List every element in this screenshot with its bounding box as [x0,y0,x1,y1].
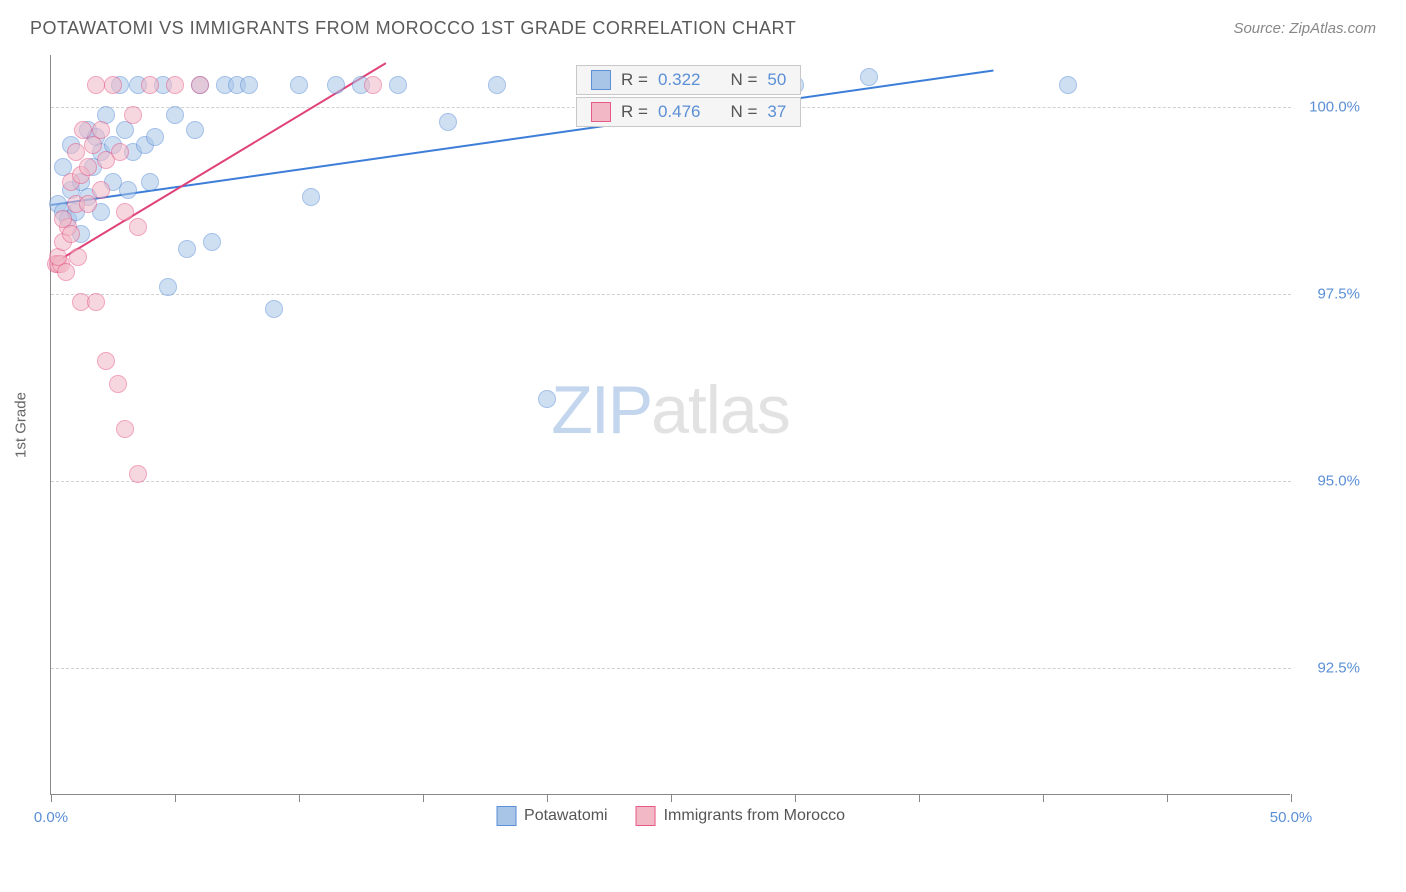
legend-swatch [636,806,656,826]
x-tick [1167,794,1168,802]
data-point [124,106,142,124]
x-tick [175,794,176,802]
data-point [109,375,127,393]
data-point [129,218,147,236]
y-tick-label: 97.5% [1317,286,1360,303]
data-point [141,76,159,94]
data-point [327,76,345,94]
n-value: 50 [767,70,786,90]
data-point [79,195,97,213]
r-value: 0.476 [658,102,701,122]
data-point [203,233,221,251]
data-point [79,158,97,176]
y-tick-label: 92.5% [1317,659,1360,676]
data-point [62,225,80,243]
y-tick-label: 95.0% [1317,473,1360,490]
data-point [67,143,85,161]
n-label: N = [730,102,757,122]
x-tick [423,794,424,802]
x-tick-label: 50.0% [1270,809,1313,826]
x-tick [547,794,548,802]
legend-item: Immigrants from Morocco [636,806,845,826]
data-point [488,76,506,94]
data-point [290,76,308,94]
data-point [129,465,147,483]
data-point [119,181,137,199]
data-point [87,76,105,94]
plot-area: ZIPatlas 1st Grade 100.0%97.5%95.0%92.5%… [50,55,1290,795]
watermark: ZIPatlas [551,371,789,449]
r-value: 0.322 [658,70,701,90]
y-axis-label: 1st Grade [13,392,30,458]
x-tick [299,794,300,802]
gridline [51,294,1291,295]
data-point [141,173,159,191]
n-label: N = [730,70,757,90]
n-value: 37 [767,102,786,122]
gridline [51,668,1291,669]
stats-legend: R = 0.476 N = 37 [576,97,801,127]
data-point [116,203,134,221]
data-point [265,300,283,318]
data-point [1059,76,1077,94]
data-point [159,278,177,296]
x-tick-label: 0.0% [34,809,68,826]
data-point [104,76,122,94]
watermark-atlas: atlas [651,372,790,448]
data-point [92,181,110,199]
source-label: Source: ZipAtlas.com [1233,20,1376,37]
chart-title: POTAWATOMI VS IMMIGRANTS FROM MOROCCO 1S… [30,18,796,39]
legend-swatch [496,806,516,826]
data-point [166,76,184,94]
data-point [111,143,129,161]
r-label: R = [621,102,648,122]
data-point [302,188,320,206]
legend-swatch [591,70,611,90]
legend-item: Potawatomi [496,806,608,826]
data-point [116,420,134,438]
legend-swatch [591,102,611,122]
r-label: R = [621,70,648,90]
data-point [166,106,184,124]
x-tick [1043,794,1044,802]
data-point [146,128,164,146]
x-tick [1291,794,1292,802]
gridline [51,481,1291,482]
data-point [178,240,196,258]
chart-container: ZIPatlas 1st Grade 100.0%97.5%95.0%92.5%… [50,55,1370,835]
x-tick [671,794,672,802]
x-tick [919,794,920,802]
x-tick [795,794,796,802]
data-point [439,113,457,131]
y-tick-label: 100.0% [1309,99,1360,116]
watermark-zip: ZIP [551,372,651,448]
x-tick [51,794,52,802]
data-point [87,293,105,311]
stats-legend: R = 0.322 N = 50 [576,65,801,95]
data-point [57,263,75,281]
data-point [97,352,115,370]
data-point [92,121,110,139]
legend-label: Immigrants from Morocco [664,807,845,825]
data-point [191,76,209,94]
legend-label: Potawatomi [524,807,608,825]
data-point [538,390,556,408]
data-point [389,76,407,94]
series-legend: Potawatomi Immigrants from Morocco [496,806,845,826]
data-point [364,76,382,94]
data-point [240,76,258,94]
data-point [860,68,878,86]
data-point [69,248,87,266]
data-point [186,121,204,139]
